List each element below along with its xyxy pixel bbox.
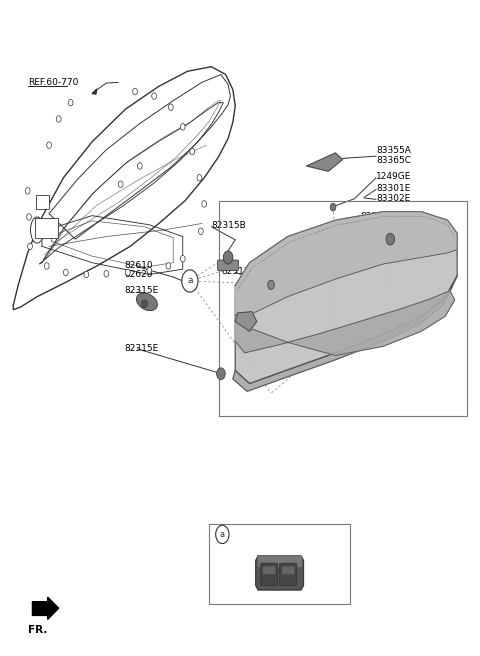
Circle shape <box>180 123 185 130</box>
Circle shape <box>166 262 171 269</box>
Circle shape <box>223 251 233 264</box>
FancyBboxPatch shape <box>282 566 294 574</box>
Circle shape <box>152 93 156 99</box>
Circle shape <box>147 267 152 274</box>
Text: FR.: FR. <box>28 625 47 634</box>
Text: 93581F: 93581F <box>237 530 271 539</box>
Polygon shape <box>235 212 457 384</box>
Circle shape <box>182 270 198 292</box>
Polygon shape <box>256 556 303 590</box>
Text: a: a <box>187 276 192 285</box>
Circle shape <box>44 262 49 269</box>
Circle shape <box>56 115 61 122</box>
Bar <box>209 524 350 604</box>
Circle shape <box>84 271 89 277</box>
Circle shape <box>63 269 68 276</box>
Circle shape <box>190 148 195 155</box>
Circle shape <box>118 181 123 188</box>
Polygon shape <box>235 291 455 356</box>
Text: REF.60-770: REF.60-770 <box>28 78 78 87</box>
Circle shape <box>180 255 185 262</box>
Circle shape <box>68 99 73 106</box>
Circle shape <box>137 163 142 169</box>
Circle shape <box>199 228 203 235</box>
Text: 1249GE: 1249GE <box>376 172 411 181</box>
Polygon shape <box>235 312 257 331</box>
Polygon shape <box>258 556 301 565</box>
Text: 82610: 82610 <box>124 261 153 270</box>
Polygon shape <box>235 212 457 315</box>
Text: 82315E: 82315E <box>124 344 159 354</box>
Circle shape <box>104 270 109 277</box>
Text: 83301E: 83301E <box>376 184 410 193</box>
Polygon shape <box>233 276 457 392</box>
Circle shape <box>27 214 32 220</box>
Circle shape <box>202 201 206 207</box>
Circle shape <box>168 104 173 110</box>
Text: 83365C: 83365C <box>376 155 411 165</box>
FancyBboxPatch shape <box>263 566 276 574</box>
Polygon shape <box>33 597 59 619</box>
Circle shape <box>28 243 33 250</box>
Bar <box>35 218 58 238</box>
Circle shape <box>268 280 275 289</box>
FancyBboxPatch shape <box>280 563 297 585</box>
Text: 83355A: 83355A <box>376 146 411 155</box>
Polygon shape <box>92 89 97 94</box>
Ellipse shape <box>136 293 157 311</box>
Circle shape <box>216 368 225 380</box>
Text: 82315E: 82315E <box>124 286 159 295</box>
Circle shape <box>330 203 336 211</box>
Text: 82315: 82315 <box>221 267 250 276</box>
Text: a: a <box>220 530 225 539</box>
Ellipse shape <box>31 217 44 243</box>
FancyBboxPatch shape <box>261 563 278 585</box>
Text: 82315B: 82315B <box>211 221 246 230</box>
Circle shape <box>197 174 202 181</box>
Circle shape <box>216 525 229 544</box>
Text: 82315D: 82315D <box>360 213 396 222</box>
Circle shape <box>142 300 147 308</box>
Circle shape <box>386 234 395 245</box>
Polygon shape <box>307 153 343 171</box>
Circle shape <box>25 188 30 194</box>
Bar <box>218 201 467 416</box>
Circle shape <box>132 89 137 95</box>
Text: 82620: 82620 <box>124 270 153 279</box>
Text: 83302E: 83302E <box>376 194 410 203</box>
Circle shape <box>125 269 130 276</box>
FancyBboxPatch shape <box>217 260 239 270</box>
Bar <box>36 195 49 209</box>
Circle shape <box>47 142 51 148</box>
